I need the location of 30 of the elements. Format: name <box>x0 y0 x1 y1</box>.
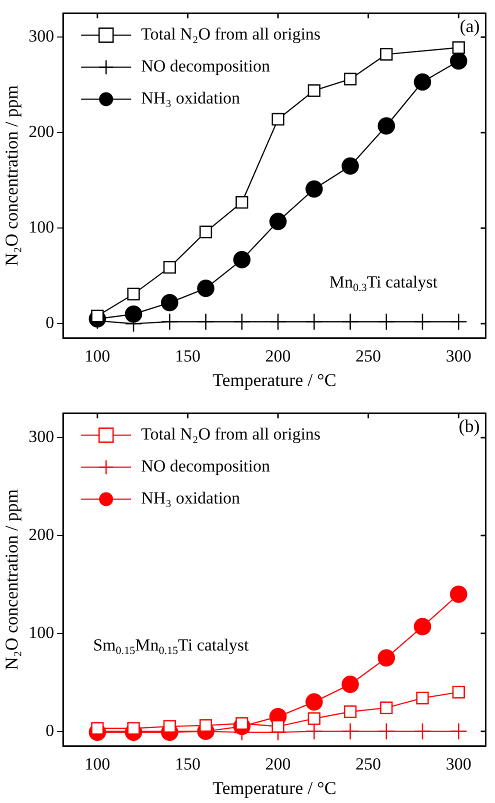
y-tick-label: 0 <box>46 313 54 332</box>
x-tick-label: 300 <box>446 346 472 366</box>
x-tick-label: 250 <box>356 346 382 366</box>
legend-label: NO decomposition <box>141 56 271 76</box>
y-tick-label: 100 <box>28 218 54 237</box>
x-tick-label: 100 <box>84 346 110 366</box>
y-tick-label: 300 <box>28 427 54 446</box>
legend-label: Total N₂O from all origins <box>141 24 321 44</box>
x-tick-label: 200 <box>265 346 291 366</box>
x-tick-label: 300 <box>446 754 472 774</box>
y-tick-label: 200 <box>28 525 54 544</box>
legend-label: NH₃ oxidation <box>141 88 241 108</box>
y-tick-label: 0 <box>46 720 54 740</box>
x-tick-label: 150 <box>174 754 200 774</box>
x-axis-title: Temperature / °C <box>212 778 336 798</box>
x-tick-label: 150 <box>174 346 200 366</box>
legend-label: Total N₂O from all origins <box>141 424 321 444</box>
x-tick-label: 100 <box>84 754 110 774</box>
legend-label: NO decomposition <box>141 456 271 476</box>
y-axis-title: N₂O concentration / ppm <box>2 85 22 266</box>
y-tick-label: 200 <box>28 122 54 142</box>
legend-label: NH₃ oxidation <box>141 488 241 508</box>
x-tick-label: 250 <box>356 754 382 774</box>
annotation: (a) <box>460 16 480 36</box>
y-axis-title: N₂O concentration / ppm <box>2 489 22 670</box>
y-tick-label: 100 <box>28 622 54 642</box>
annotation: (b) <box>458 416 480 436</box>
x-tick-label: 200 <box>265 754 291 774</box>
x-axis-title: Temperature / °C <box>212 370 336 390</box>
y-tick-label: 300 <box>28 26 54 46</box>
